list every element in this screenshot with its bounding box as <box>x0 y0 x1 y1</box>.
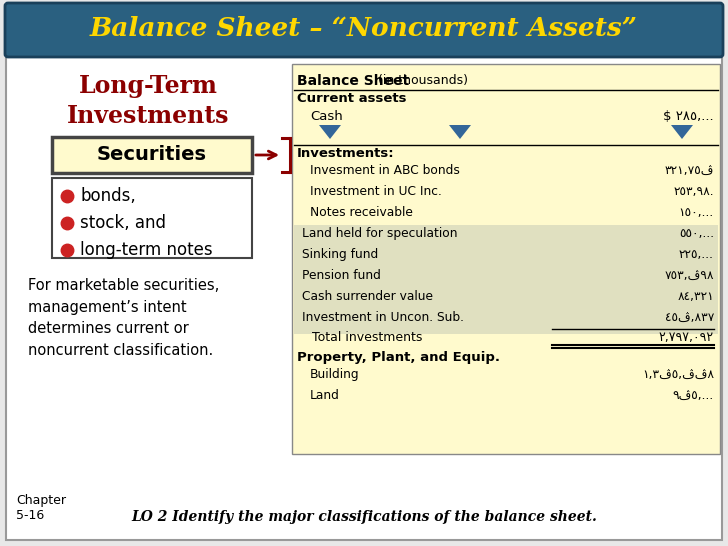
Text: For marketable securities,
management’s intent
determines current or
noncurrent : For marketable securities, management’s … <box>28 278 219 358</box>
FancyBboxPatch shape <box>5 3 723 57</box>
Text: $ ٢٨٥,...: $ ٢٨٥,... <box>663 110 714 123</box>
Text: ٢٥٣,٩٨.: ٢٥٣,٩٨. <box>673 185 714 198</box>
Text: ٧٥٣,ڤ٩٨: ٧٥٣,ڤ٩٨ <box>665 269 714 282</box>
Text: Pension fund: Pension fund <box>302 269 381 282</box>
Text: Total investments: Total investments <box>304 331 422 344</box>
Text: Balance Sheet: Balance Sheet <box>297 74 409 88</box>
FancyBboxPatch shape <box>52 137 252 173</box>
Text: Land held for speculation: Land held for speculation <box>302 227 457 240</box>
Text: bonds,: bonds, <box>80 187 135 205</box>
FancyBboxPatch shape <box>292 64 720 454</box>
Text: ٤٥ڤ,٨٣٧: ٤٥ڤ,٨٣٧ <box>665 311 714 324</box>
Text: ٢٢٥,...: ٢٢٥,... <box>679 248 714 261</box>
Text: Investments:: Investments: <box>297 147 395 160</box>
FancyBboxPatch shape <box>52 178 252 258</box>
Text: stock, and: stock, and <box>80 214 166 232</box>
Text: Sinking fund: Sinking fund <box>302 248 379 261</box>
Polygon shape <box>319 125 341 139</box>
Text: Long-Term
Investments: Long-Term Investments <box>67 74 229 128</box>
Text: ٣٢١,٧٥ڤ: ٣٢١,٧٥ڤ <box>665 164 714 177</box>
Text: Current assets: Current assets <box>297 92 406 105</box>
Text: ٨٤,٣٢١: ٨٤,٣٢١ <box>677 290 714 303</box>
Text: Cash surrender value: Cash surrender value <box>302 290 433 303</box>
Text: (in thousands): (in thousands) <box>374 74 468 87</box>
Text: Securities: Securities <box>97 145 207 164</box>
Text: ١,٣ڤ٥,ڤڤ٨: ١,٣ڤ٥,ڤڤ٨ <box>642 368 714 381</box>
Text: Building: Building <box>310 368 360 381</box>
Text: Chapter
5-16: Chapter 5-16 <box>16 494 66 522</box>
Text: Notes receivable: Notes receivable <box>310 206 413 219</box>
Text: ١٥٠,...: ١٥٠,... <box>678 206 714 219</box>
Text: Balance Sheet – “Noncurrent Assets”: Balance Sheet – “Noncurrent Assets” <box>90 16 638 41</box>
Text: Land: Land <box>310 389 340 402</box>
FancyBboxPatch shape <box>294 225 718 334</box>
Text: ٥٥٠,...: ٥٥٠,... <box>679 227 714 240</box>
Polygon shape <box>671 125 693 139</box>
Text: ٢,٧٩٧,٠٩٢: ٢,٧٩٧,٠٩٢ <box>659 331 714 344</box>
Text: Investment in Uncon. Sub.: Investment in Uncon. Sub. <box>302 311 464 324</box>
Text: LO 2 Identify the major classifications of the balance sheet.: LO 2 Identify the major classifications … <box>131 510 597 524</box>
Text: long-term notes: long-term notes <box>80 241 213 259</box>
Polygon shape <box>449 125 471 139</box>
FancyBboxPatch shape <box>6 7 722 540</box>
Text: Property, Plant, and Equip.: Property, Plant, and Equip. <box>297 351 500 364</box>
Text: Invesment in ABC bonds: Invesment in ABC bonds <box>310 164 460 177</box>
Text: ٩ڤ٥,...: ٩ڤ٥,... <box>673 389 714 402</box>
Text: Cash: Cash <box>310 110 343 123</box>
Text: Investment in UC Inc.: Investment in UC Inc. <box>310 185 442 198</box>
